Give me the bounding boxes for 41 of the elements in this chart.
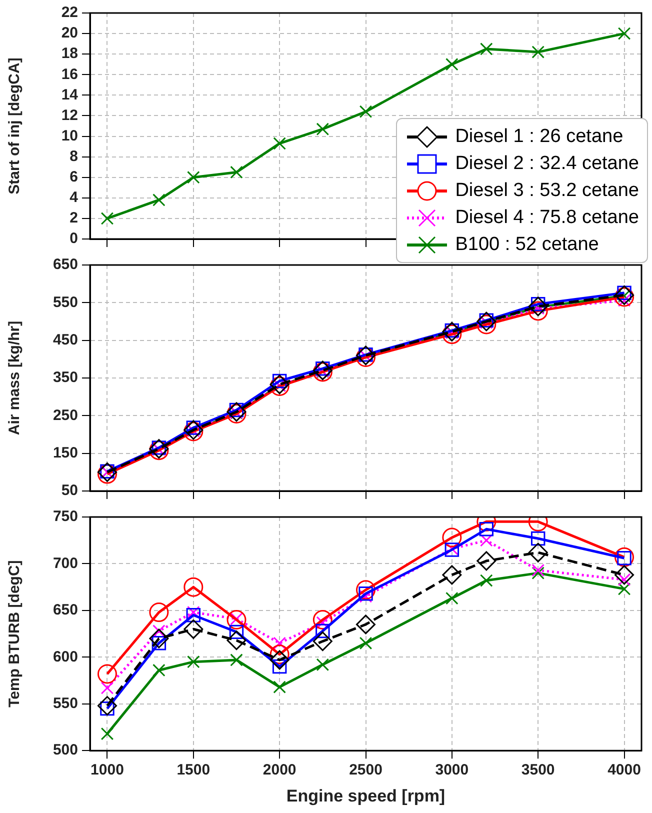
x-tick-label: 1000 [90, 762, 124, 779]
y-tick-label: 750 [52, 508, 78, 526]
y-axis-title: Air mass [kg/hr] [6, 320, 24, 436]
y-tick-label: 250 [52, 406, 78, 424]
y-tick-label: 50 [61, 482, 78, 500]
y-tick-label: 700 [52, 554, 78, 572]
y-tick-label: 10 [61, 127, 78, 144]
legend-label: Diesel 4 : 75.8 cetane [455, 206, 639, 228]
y-tick-label: 14 [61, 86, 79, 104]
y-tick-label: 650 [52, 602, 78, 619]
legend-label: Diesel 3 : 53.2 cetane [455, 180, 639, 202]
y-tick-label: 4 [70, 189, 79, 206]
y-tick-label: 6 [70, 168, 78, 186]
y-tick-label: 22 [61, 4, 78, 22]
y-tick-label: 2 [70, 210, 78, 227]
y-tick-label: 150 [52, 444, 78, 462]
y-tick-label: 8 [70, 148, 78, 165]
y-tick-label: 16 [61, 66, 78, 83]
y-tick-label: 0 [70, 230, 78, 248]
x-tick-label: 3500 [521, 762, 555, 779]
legend-label: B100 : 52 cetane [455, 234, 599, 256]
y-axis-title: Start of inj [degCA] [6, 58, 24, 194]
x-tick-label: 1500 [176, 762, 210, 779]
y-tick-label: 20 [61, 24, 78, 42]
y-tick-label: 18 [61, 45, 78, 62]
y-tick-label: 500 [52, 742, 78, 759]
legend-label: Diesel 1 : 26 cetane [455, 126, 624, 148]
y-tick-label: 450 [52, 331, 78, 348]
y-tick-label: 12 [61, 106, 78, 124]
y-tick-label: 600 [52, 648, 78, 666]
y-tick-label: 350 [52, 369, 78, 386]
x-tick-label: 2000 [262, 762, 296, 779]
x-tick-label: 4000 [608, 762, 641, 779]
x-axis-title: Engine speed [rpm] [286, 786, 446, 806]
y-tick-label: 550 [52, 294, 78, 311]
legend-label: Diesel 2 : 32.4 cetane [455, 152, 639, 174]
y-tick-label: 650 [52, 256, 78, 274]
y-tick-label: 550 [52, 695, 78, 712]
x-tick-label: 3000 [435, 762, 469, 779]
x-tick-label: 2500 [349, 762, 382, 779]
y-axis-title: Temp BTURB [degC] [6, 560, 24, 708]
